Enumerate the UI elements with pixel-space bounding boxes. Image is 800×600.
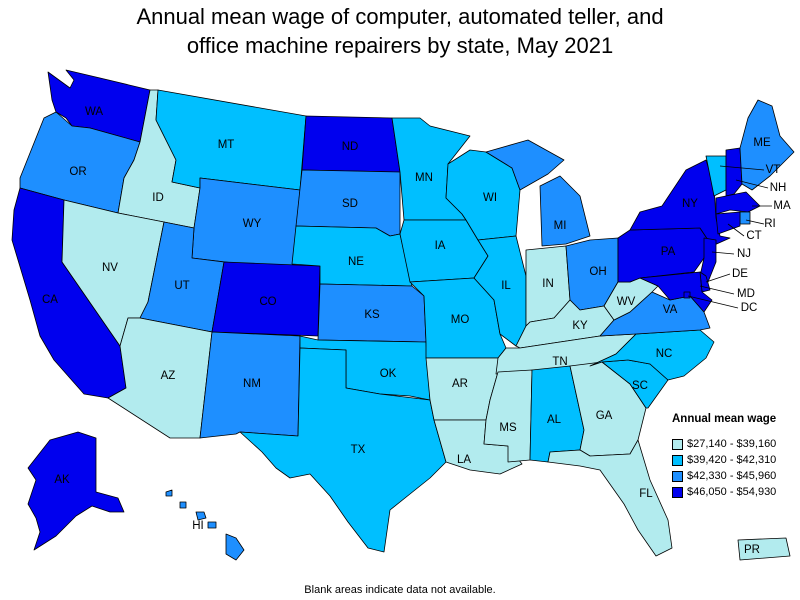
- state-label-FL: FL: [639, 488, 653, 500]
- legend-swatch: [672, 438, 683, 450]
- state-label-DC: DC: [741, 302, 758, 314]
- state-MD[interactable]: [639, 271, 713, 313]
- state-label-SD: SD: [342, 198, 358, 210]
- state-label-PA: PA: [661, 246, 676, 258]
- state-label-NC: NC: [656, 348, 673, 360]
- state-label-IN: IN: [542, 278, 554, 290]
- state-label-WA: WA: [85, 106, 103, 118]
- state-label-KY: KY: [572, 320, 588, 332]
- leader-DC: [687, 295, 739, 309]
- state-DC[interactable]: [683, 291, 691, 299]
- legend-label: $42,330 - $45,960: [687, 470, 777, 482]
- leader-NH: [735, 179, 769, 189]
- state-label-VA: VA: [663, 304, 678, 316]
- state-label-WY: WY: [243, 218, 262, 230]
- title-line-2: office machine repairers by state, May 2…: [186, 33, 614, 58]
- state-label-OH: OH: [589, 266, 606, 278]
- state-label-UT: UT: [174, 280, 189, 292]
- legend-swatch: [672, 454, 683, 466]
- state-label-PR: PR: [744, 544, 760, 556]
- state-label-WV: WV: [617, 296, 636, 308]
- legend-swatch: [672, 470, 683, 482]
- leader-MD: [699, 285, 735, 295]
- state-label-CT: CT: [746, 230, 761, 242]
- state-label-NM: NM: [243, 378, 261, 390]
- state-label-CO: CO: [259, 296, 276, 308]
- state-label-VT: VT: [766, 164, 781, 176]
- state-label-OK: OK: [380, 368, 397, 380]
- state-label-IA: IA: [435, 240, 446, 252]
- state-label-ND: ND: [342, 141, 359, 153]
- legend-row: $46,050 - $54,930: [672, 484, 776, 500]
- leader-RI: [745, 219, 765, 225]
- state-RI[interactable]: [739, 211, 751, 225]
- label-leader-lines: [687, 165, 772, 309]
- state-label-TX: TX: [351, 444, 366, 456]
- state-label-MO: MO: [451, 314, 470, 326]
- legend-row: $27,140 - $39,160: [672, 436, 776, 452]
- state-label-ME: ME: [753, 137, 771, 149]
- state-MI[interactable]: [485, 139, 591, 247]
- map-title: Annual mean wage of computer, automated …: [0, 2, 800, 60]
- state-AK[interactable]: [27, 431, 125, 551]
- state-label-OR: OR: [69, 166, 86, 178]
- state-label-IL: IL: [501, 280, 511, 292]
- footnote: Blank areas indicate data not available.: [304, 584, 496, 596]
- legend-label: $46,050 - $54,930: [687, 486, 777, 498]
- leader-VT: [719, 165, 765, 171]
- state-CT[interactable]: [715, 211, 741, 235]
- title-line-1: Annual mean wage of computer, automated …: [136, 4, 664, 29]
- state-label-AZ: AZ: [161, 370, 176, 382]
- state-HI[interactable]: [165, 489, 245, 561]
- state-label-NE: NE: [348, 256, 364, 268]
- state-label-NH: NH: [770, 182, 787, 194]
- state-label-AR: AR: [452, 378, 468, 390]
- state-label-MA: MA: [773, 200, 791, 212]
- leader-CT: [727, 223, 745, 237]
- state-label-CA: CA: [42, 294, 58, 306]
- state-label-MS: MS: [499, 422, 517, 434]
- state-ME[interactable]: [739, 99, 795, 191]
- state-label-RI: RI: [764, 218, 776, 230]
- state-label-KS: KS: [364, 309, 380, 321]
- legend-swatch: [672, 486, 683, 498]
- state-MA[interactable]: [715, 191, 761, 215]
- state-label-WI: WI: [483, 192, 497, 204]
- state-PR[interactable]: [737, 537, 791, 561]
- leader-DE: [705, 273, 731, 283]
- state-label-ID: ID: [152, 192, 164, 204]
- state-FL[interactable]: [547, 439, 673, 557]
- state-label-DE: DE: [732, 268, 748, 280]
- map-legend: Annual mean wage $27,140 - $39,160 $39,4…: [672, 413, 776, 500]
- state-label-MT: MT: [218, 139, 235, 151]
- state-label-NV: NV: [102, 262, 118, 274]
- state-label-MD: MD: [737, 288, 755, 300]
- state-label-SC: SC: [632, 380, 648, 392]
- legend-row: $42,330 - $45,960: [672, 468, 776, 484]
- state-label-NY: NY: [682, 198, 698, 210]
- state-label-NJ: NJ: [737, 248, 751, 260]
- state-label-TN: TN: [552, 356, 567, 368]
- state-label-HI: HI: [192, 520, 204, 532]
- state-label-GA: GA: [596, 410, 613, 422]
- state-label-MN: MN: [415, 172, 433, 184]
- state-label-LA: LA: [457, 454, 471, 466]
- state-IL[interactable]: [473, 235, 527, 347]
- state-label-MI: MI: [554, 220, 567, 232]
- state-NH[interactable]: [725, 147, 743, 197]
- state-label-AL: AL: [547, 414, 562, 426]
- legend-label: $39,420 - $42,310: [687, 454, 777, 466]
- state-label-AK: AK: [54, 474, 70, 486]
- state-TX[interactable]: [239, 347, 447, 553]
- legend-row: $39,420 - $42,310: [672, 452, 776, 468]
- legend-label: $27,140 - $39,160: [687, 438, 777, 450]
- legend-title: Annual mean wage: [672, 413, 777, 425]
- leader-NJ: [711, 251, 735, 255]
